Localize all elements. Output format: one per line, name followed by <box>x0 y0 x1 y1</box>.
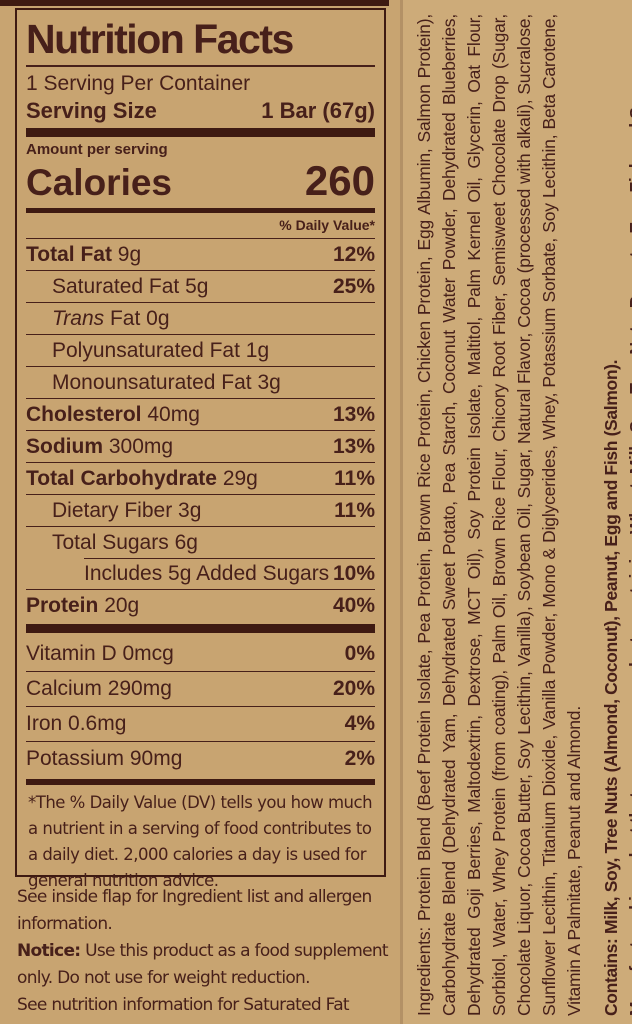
vitamin-row-daily-value: 0% <box>344 642 375 666</box>
ingredients-rotated-text: Ingredients: Protein Blend (Beef Protein… <box>412 14 632 1016</box>
nutrient-row-label: Dietary Fiber 3g <box>52 498 202 522</box>
nutrient-row-label: Protein 20g <box>26 593 140 617</box>
note-notice: Notice: Use this product as a food suppl… <box>17 938 405 992</box>
nutrient-row-label: Saturated Fat 5g <box>52 274 209 298</box>
contains-statement: Contains: Milk, Soy, Tree Nuts (Almond, … <box>601 359 621 1016</box>
vitamin-row: Calcium 290mg 20% <box>26 671 375 706</box>
nutrient-row: Monounsaturated Fat 3g <box>26 366 375 398</box>
ingredients-list: Ingredients: Protein Blend (Beef Protein… <box>414 14 584 1016</box>
vitamin-row: Vitamin D 0mcg 0% <box>26 637 375 671</box>
nutrient-row: Polyunsaturated Fat 1g <box>26 334 375 366</box>
daily-value-footnote: *The % Daily Value (DV) tells you how mu… <box>28 793 373 891</box>
nutrient-row-label: Trans Fat 0g <box>52 306 170 330</box>
nutrient-row-daily-value: 25% <box>332 274 375 298</box>
nutrient-row-daily-value: 13% <box>332 402 375 426</box>
nutrient-row: Saturated Fat 5g 25% <box>26 270 375 302</box>
note-saturated-fat: See nutrition information for Saturated … <box>17 995 350 1024</box>
nutrient-row-label: Includes 5g Added Sugars <box>84 561 330 585</box>
package-edge-strip <box>0 0 389 6</box>
note-ingredient-flap: See inside flap for Ingredient list and … <box>17 887 372 934</box>
vitamin-row-daily-value: 20% <box>332 677 375 701</box>
amount-per-serving-label: Amount per serving <box>26 141 168 159</box>
thick-divider <box>26 624 375 634</box>
notice-text: Use this product as a food supplement on… <box>17 941 389 988</box>
nutrient-row-label: Total Sugars 6g <box>52 530 198 554</box>
nutrient-row: Total Fat 9g 12% <box>26 238 375 270</box>
nutrient-rows: Total Fat 9g 12% Saturated Fat 5g 25% Trans … <box>26 238 375 621</box>
vitamin-row: Potassium 90mg 2% <box>26 741 375 776</box>
medium-divider <box>26 779 375 786</box>
nutrient-row: Trans Fat 0g <box>26 302 375 334</box>
package-notes: See inside flap for Ingredient list and … <box>17 884 405 1024</box>
vitamin-rows: Vitamin D 0mcg 0% Calcium 290mg 20% Iron 0.6… <box>26 637 375 776</box>
nutrient-row: Dietary Fiber 3g 11% <box>26 494 375 526</box>
serving-size-row: Serving Size 1 Bar (67g) <box>26 97 375 125</box>
nutrient-row: Cholesterol 40mg 13% <box>26 398 375 430</box>
vitamin-row: Iron 0.6mg 4% <box>26 706 375 741</box>
nutrient-row-daily-value: 12% <box>332 242 375 266</box>
vitamin-row-label: Calcium 290mg <box>26 677 172 701</box>
ingredients-panel-background <box>400 0 632 1024</box>
servings-per-container: 1 Serving Per Container <box>26 72 251 96</box>
vitamin-row-label: Iron 0.6mg <box>26 712 127 736</box>
manufactured-statement: Manufactured in a plant that processes p… <box>626 50 632 1016</box>
nutrient-row-daily-value: 10% <box>332 561 375 585</box>
nutrient-row: Sodium 300mg 13% <box>26 430 375 462</box>
nutrient-row: Total Carbohydrate 29g 11% <box>26 462 375 494</box>
calories-row: Calories 260 <box>26 159 375 205</box>
nutrient-row: Includes 5g Added Sugars 10% <box>26 558 375 589</box>
nutrient-row: Protein 20g 40% <box>26 589 375 621</box>
nutrient-row-daily-value: 11% <box>334 498 375 522</box>
serving-size-value: 1 Bar (67g) <box>261 98 375 124</box>
nutrient-row-daily-value: 40% <box>332 593 375 617</box>
nutrient-row-label: Cholesterol 40mg <box>26 402 200 426</box>
nutrition-facts-panel: Nutrition Facts 1 Serving Per Container … <box>15 8 386 890</box>
notice-label: Notice: <box>17 941 81 961</box>
daily-value-header: % Daily Value* <box>279 217 375 234</box>
nutrient-row-label: Sodium 300mg <box>26 434 174 458</box>
nutrient-row-daily-value: 11% <box>334 466 375 490</box>
calories-value: 260 <box>304 157 375 205</box>
vitamin-row-daily-value: 2% <box>344 747 375 771</box>
nutrient-row-daily-value: 13% <box>332 434 375 458</box>
panel-title: Nutrition Facts <box>26 16 294 62</box>
calories-label: Calories <box>26 162 173 204</box>
nutrient-row: Total Sugars 6g <box>26 526 375 558</box>
vitamin-row-daily-value: 4% <box>344 712 375 736</box>
nutrient-row-label: Polyunsaturated Fat 1g <box>52 338 270 362</box>
medium-divider <box>26 208 375 214</box>
thick-divider <box>26 128 375 138</box>
nutrient-row-label: Total Carbohydrate 29g <box>26 466 258 490</box>
vitamin-row-label: Potassium 90mg <box>26 747 183 771</box>
serving-size-label: Serving Size <box>26 98 157 124</box>
vitamin-row-label: Vitamin D 0mcg <box>26 642 174 666</box>
nutrient-row-label: Monounsaturated Fat 3g <box>52 370 281 394</box>
nutrient-row-label: Total Fat 9g <box>26 242 142 266</box>
title-divider <box>26 65 375 68</box>
